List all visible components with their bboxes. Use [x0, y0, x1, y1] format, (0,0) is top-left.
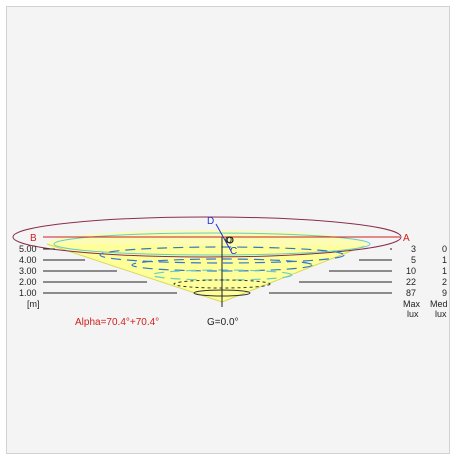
height-label-2: 4.00 [19, 255, 37, 265]
unit-label: [m] [27, 299, 40, 309]
inner-ellipse [53, 232, 371, 256]
point-d-label: D [207, 216, 214, 227]
point-c-label: C [230, 246, 237, 257]
beam-diagram: B A D C O 5.00 4.00 3.00 2.00 1.00 [m] [12, 216, 448, 328]
max-lux-value-1: 3 [411, 244, 416, 254]
point-a-label: A [403, 233, 410, 244]
point-b-label: B [30, 233, 37, 244]
beam-cone-fill [47, 244, 364, 302]
max-lux-value-2: 5 [411, 255, 416, 265]
max-lux-value-4: 22 [406, 277, 416, 287]
line-d-c [215, 223, 232, 252]
top-ellipse [12, 216, 402, 258]
cone-right-edge [221, 245, 365, 303]
max-lux-header-1: Max [403, 299, 421, 309]
max-lux-value-5: 87 [406, 288, 416, 298]
diagram-panel: B A D C O 5.00 4.00 3.00 2.00 1.00 [m] [6, 6, 450, 454]
max-lux-header-2: lux [407, 309, 419, 319]
height-label-4: 2.00 [19, 277, 37, 287]
cone-left-edge [46, 243, 223, 303]
gamma-label: G=0.0° [207, 317, 239, 328]
contour-2 [131, 258, 313, 272]
med-lux-value-2: 1 [442, 255, 447, 265]
med-lux-value-4: 2 [442, 277, 447, 287]
height-label-5: 1.00 [19, 288, 37, 298]
max-lux-value-3: 10 [406, 266, 416, 276]
height-label-3: 3.00 [19, 266, 37, 276]
med-lux-header-2: lux [435, 309, 447, 319]
origin-marker [226, 236, 234, 244]
height-label-1: 5.00 [19, 244, 37, 254]
point-o-label: O [225, 235, 232, 245]
med-lux-header-1: Med [430, 299, 448, 309]
med-lux-value-5: 9 [442, 288, 447, 298]
med-lux-value-3: 1 [442, 266, 447, 276]
alpha-label: Alpha=70.4°+70.4° [75, 317, 159, 328]
med-lux-value-1: 0 [442, 244, 447, 254]
